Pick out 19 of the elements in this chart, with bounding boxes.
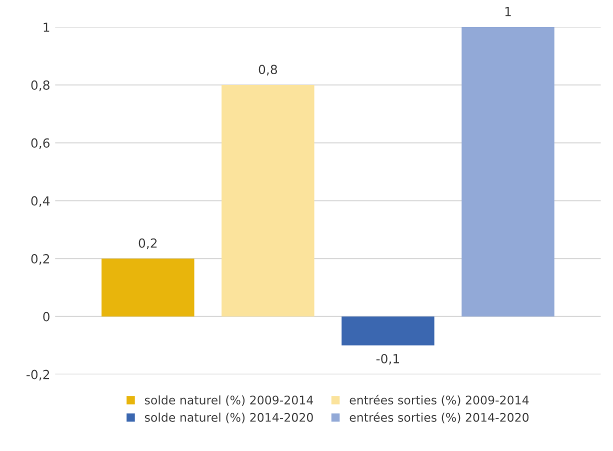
- bar: [222, 84, 314, 316]
- data-label: 0,2: [138, 238, 157, 250]
- data-label: 0,8: [258, 64, 278, 76]
- legend-label: entrées sorties (%) 2009-2014: [350, 394, 529, 406]
- y-tick-label: 0,2: [31, 254, 50, 265]
- data-label: 1: [505, 7, 511, 16]
- y-tick-label: 1: [44, 22, 50, 32]
- bar: [102, 258, 194, 316]
- y-tick-label: 0: [43, 312, 50, 322]
- legend-label: solde naturel (%) 2014-2020: [144, 412, 313, 424]
- bar: [462, 27, 554, 316]
- data-label: -0,1: [376, 354, 400, 365]
- y-tick-label: 0,4: [31, 196, 50, 207]
- legend-label: solde naturel (%) 2009-2014: [144, 395, 314, 406]
- y-tick-label: -0,2: [26, 370, 50, 381]
- y-tick-label: 0,8: [31, 80, 50, 92]
- bar: [342, 316, 434, 346]
- legend-label: entrées sorties (%) 2014-2020: [350, 412, 529, 424]
- y-tick-label: 0,6: [31, 138, 50, 150]
